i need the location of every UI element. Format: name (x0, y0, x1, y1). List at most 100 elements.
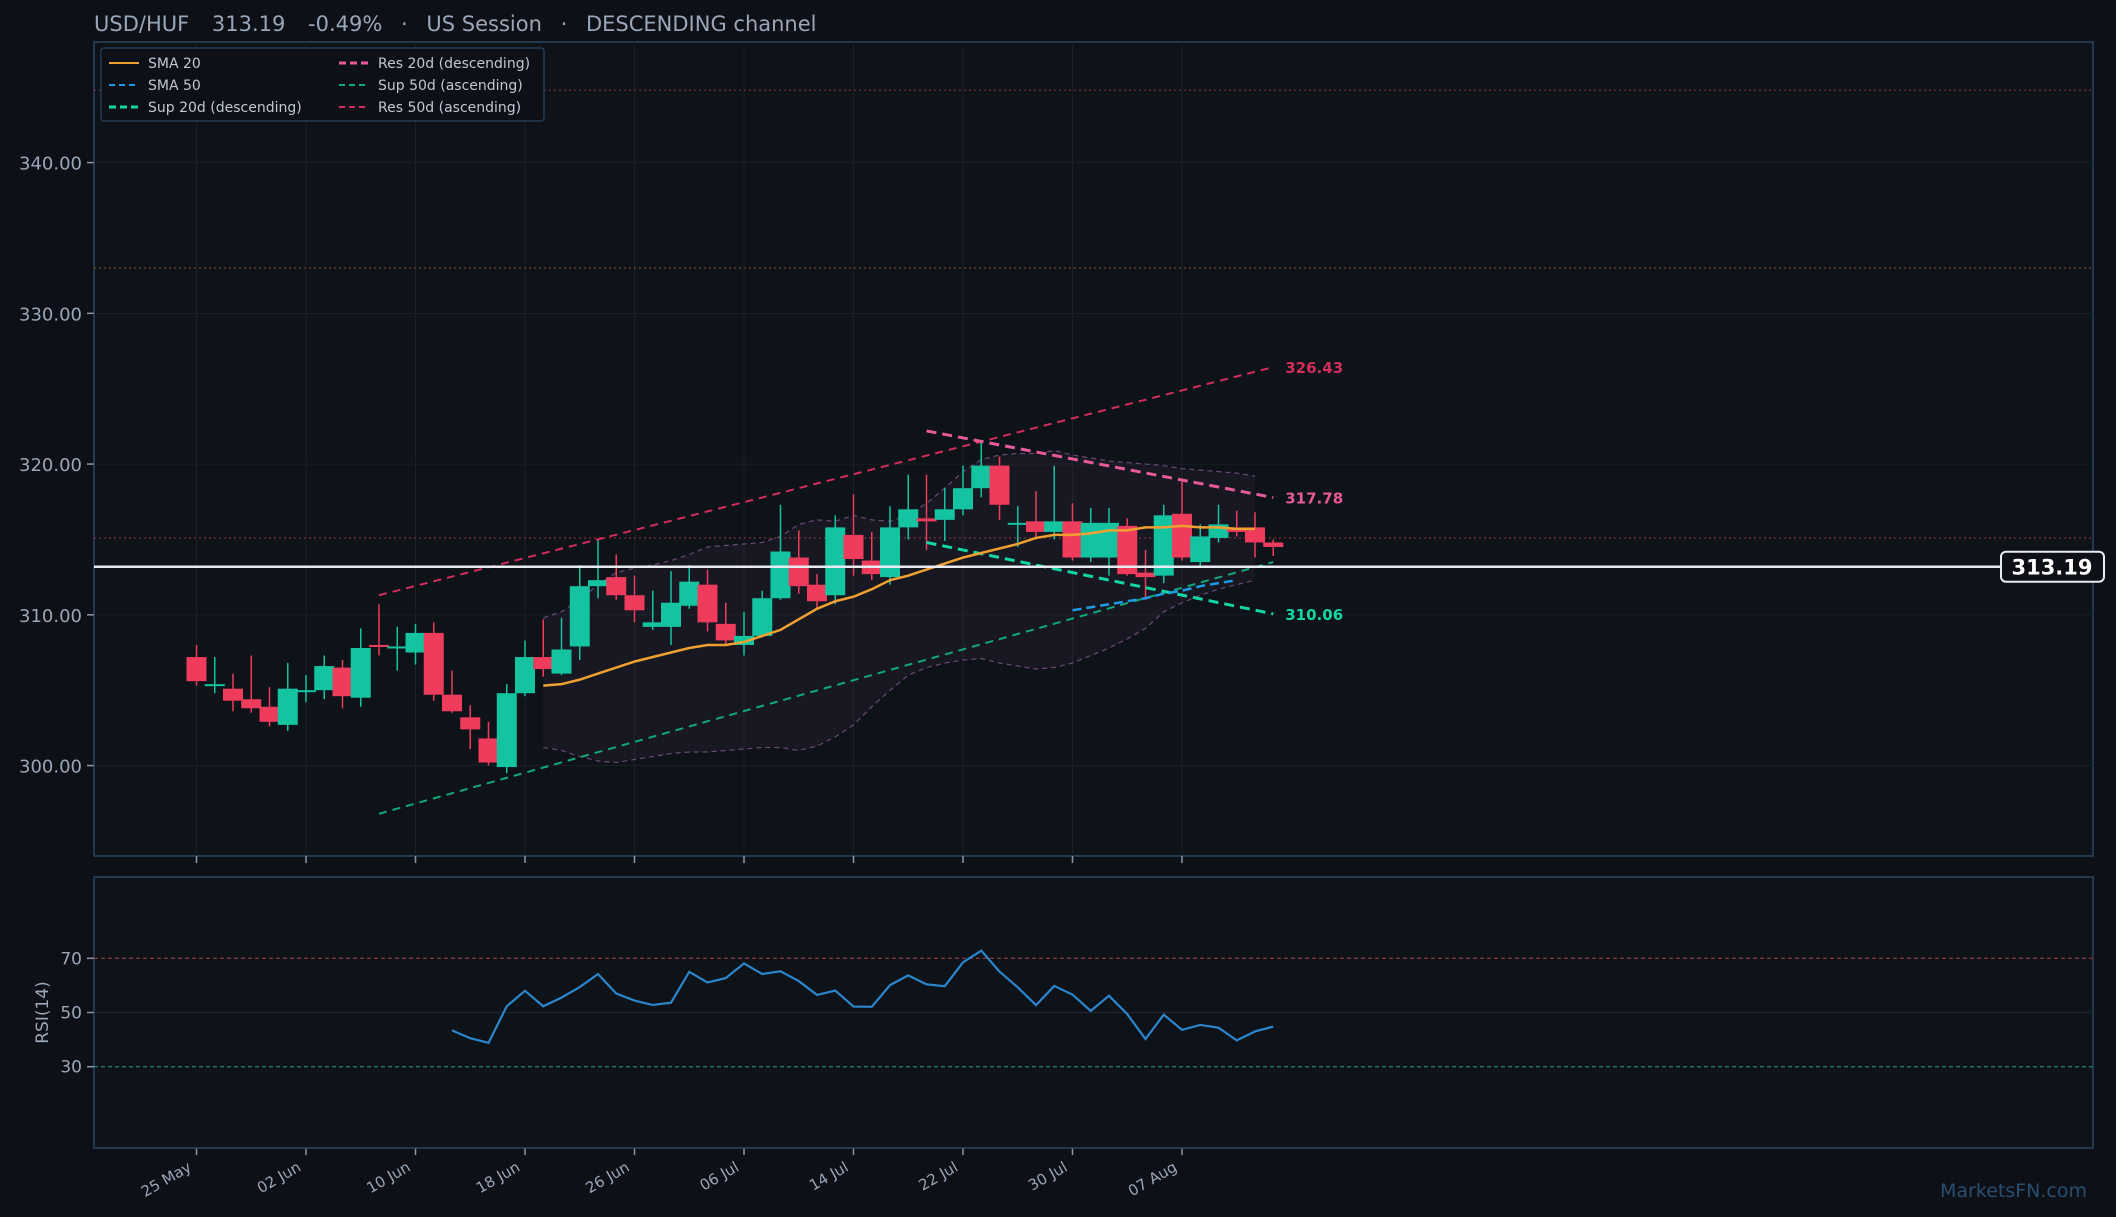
candle (204, 657, 225, 694)
legend-label: Res 20d (descending) (378, 56, 530, 72)
candle (752, 590, 773, 638)
rsi-y-tick-label: 50 (60, 1004, 82, 1024)
candle-body (989, 465, 1010, 505)
candle (788, 530, 809, 594)
candle (460, 705, 481, 749)
legend: SMA 20 Res 20d (descending) SMA 50 Sup 50d … (100, 47, 545, 122)
candle-body (642, 622, 663, 627)
candle (825, 515, 846, 605)
candle (1044, 465, 1065, 540)
candle (880, 506, 900, 585)
candle-body (679, 581, 700, 606)
candle (1190, 524, 1211, 569)
price-panel: 300.00 310.00 320.00 330.00 340.00 326.43 317.… (19, 41, 2105, 863)
candle-body (1190, 536, 1211, 563)
candle-body (259, 706, 280, 722)
rsi-y-axis-label: RSI(14) (33, 981, 53, 1044)
candle-body (916, 518, 937, 522)
candle-body (1172, 513, 1192, 558)
candle (1153, 504, 1174, 584)
header-symbol: USD/HUF (94, 12, 189, 36)
current-price-label: 313.19 (2011, 556, 2092, 580)
candle-body (1135, 572, 1156, 578)
candle (715, 602, 736, 645)
candle-body (241, 699, 262, 709)
legend-label: Sup 20d (descending) (148, 100, 302, 116)
candle-body (405, 632, 426, 653)
rsi-y-tick-label: 30 (60, 1058, 82, 1078)
candle (679, 565, 700, 609)
candle (314, 655, 335, 700)
candle-body (314, 666, 335, 691)
candle (1172, 480, 1192, 561)
candle (606, 554, 627, 600)
candle-body (1099, 522, 1119, 558)
candle (661, 571, 681, 645)
chart-header: USD/HUF 313.19 -0.49% · US Session · DES… (94, 12, 817, 36)
candle (387, 626, 408, 671)
legend-label: Sup 50d (ascending) (378, 78, 523, 94)
candle (259, 687, 280, 727)
candle-body (953, 488, 973, 510)
candle-body (1026, 521, 1046, 532)
trendline-res20 (926, 429, 1274, 500)
candle-body (387, 646, 408, 649)
candle-body (223, 688, 243, 701)
candle-body (277, 688, 298, 725)
candle (1245, 512, 1265, 558)
candle-body (332, 667, 353, 697)
header-sep-2: · (561, 12, 568, 36)
candle (223, 673, 243, 712)
candle (734, 611, 754, 656)
candle (1062, 503, 1083, 561)
candle (953, 465, 973, 516)
candle (186, 644, 207, 686)
candle (569, 565, 590, 661)
candle (989, 456, 1010, 520)
candle-body (624, 595, 645, 611)
rsi-y-tick-label: 70 (60, 949, 82, 969)
price-y-tick-label: 300.00 (19, 757, 82, 778)
candle-body (661, 602, 681, 627)
candle-body (1245, 527, 1265, 543)
candle (369, 604, 389, 656)
candle-body (1062, 521, 1083, 558)
header-channel: DESCENDING channel (586, 12, 817, 36)
trendline-sup20 (926, 540, 1274, 616)
candle (496, 684, 517, 774)
candle-body (807, 584, 827, 602)
candle (332, 660, 353, 709)
candle (350, 628, 371, 707)
candle-body (588, 580, 608, 587)
legend-label: Res 50d (ascending) (378, 100, 521, 116)
candle (423, 622, 444, 701)
candle (1007, 506, 1028, 547)
legend-box (100, 47, 545, 122)
candle (588, 539, 608, 599)
candle (624, 575, 645, 623)
candle (843, 494, 864, 576)
candle (898, 474, 919, 540)
candle (1135, 549, 1156, 600)
series-line-sma20 (543, 524, 1255, 687)
candle-body (204, 684, 225, 687)
trendline-label-sup20: 310.06 (1285, 606, 1343, 624)
candle-body (734, 635, 754, 645)
candle (697, 569, 718, 632)
candle-body (442, 694, 462, 712)
candle (442, 670, 462, 713)
candle (807, 574, 827, 609)
price-y-tick-label: 320.00 (19, 455, 82, 476)
candle (916, 474, 937, 550)
candle-body (934, 509, 955, 520)
rsi-line (451, 949, 1274, 1045)
candle-body (606, 577, 627, 596)
candle (277, 663, 298, 731)
candle (642, 590, 663, 630)
candle-body (460, 717, 481, 730)
candle-body (880, 527, 900, 578)
header-session: US Session (426, 12, 542, 36)
candle-body (186, 657, 207, 682)
candle-body (350, 647, 371, 698)
legend-label: SMA 20 (148, 56, 201, 72)
